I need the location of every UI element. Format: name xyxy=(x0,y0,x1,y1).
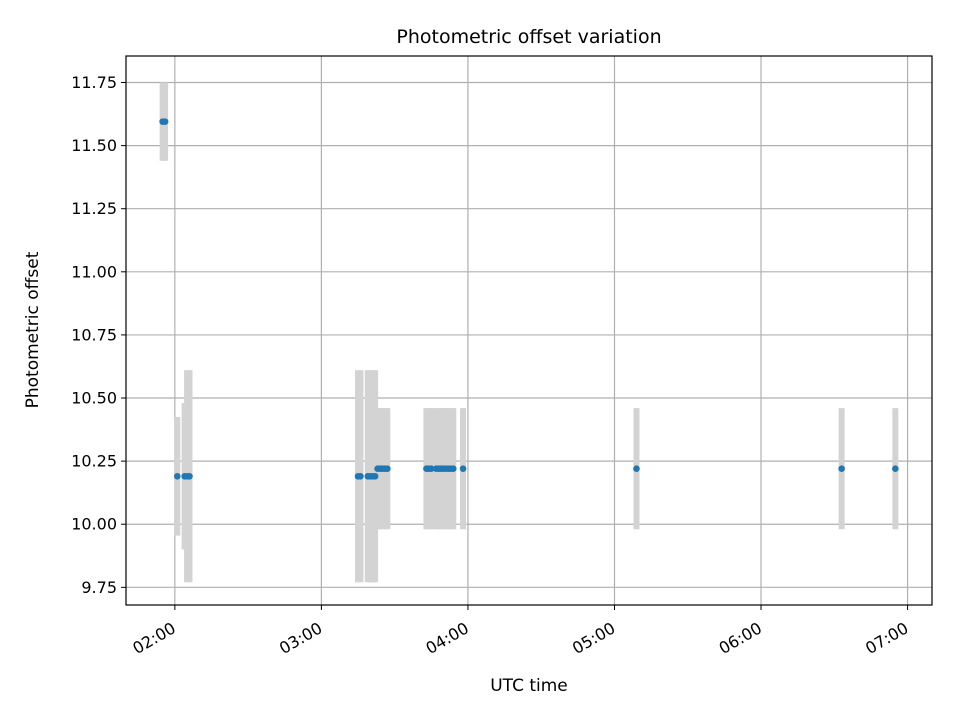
data-point xyxy=(357,472,364,480)
y-axis-label: Photometric offset xyxy=(23,251,43,408)
y-tick-label: 10.25 xyxy=(71,452,117,471)
data-point xyxy=(892,465,899,472)
data-point xyxy=(459,465,467,472)
x-axis-label: UTC time xyxy=(490,676,568,696)
y-tick-label: 11.75 xyxy=(71,73,117,92)
data-point xyxy=(838,465,845,472)
y-tick-label: 11.00 xyxy=(71,262,117,281)
data-point xyxy=(186,472,193,480)
data-point xyxy=(633,465,640,472)
data-point xyxy=(384,465,391,472)
data-points xyxy=(159,118,899,480)
y-tick-label: 10.50 xyxy=(71,389,117,408)
y-tick-label: 11.50 xyxy=(71,136,117,155)
y-tick-label: 11.25 xyxy=(71,199,117,218)
y-tick-label: 9.75 xyxy=(81,578,117,597)
y-tick-label: 10.75 xyxy=(71,325,117,344)
plot-frame xyxy=(125,55,933,606)
data-point xyxy=(428,465,435,472)
data-point xyxy=(449,465,457,472)
data-point xyxy=(173,472,181,480)
chart-title: Photometric offset variation xyxy=(396,26,661,48)
y-tick-label: 10.00 xyxy=(71,515,117,534)
y-axis-ticks: 9.75 10.00 10.25 10.50 10.75 11.00 11.25 11.50 1… xyxy=(71,73,126,597)
grid-lines xyxy=(126,56,932,605)
data-point xyxy=(161,118,169,125)
data-point xyxy=(371,472,379,480)
